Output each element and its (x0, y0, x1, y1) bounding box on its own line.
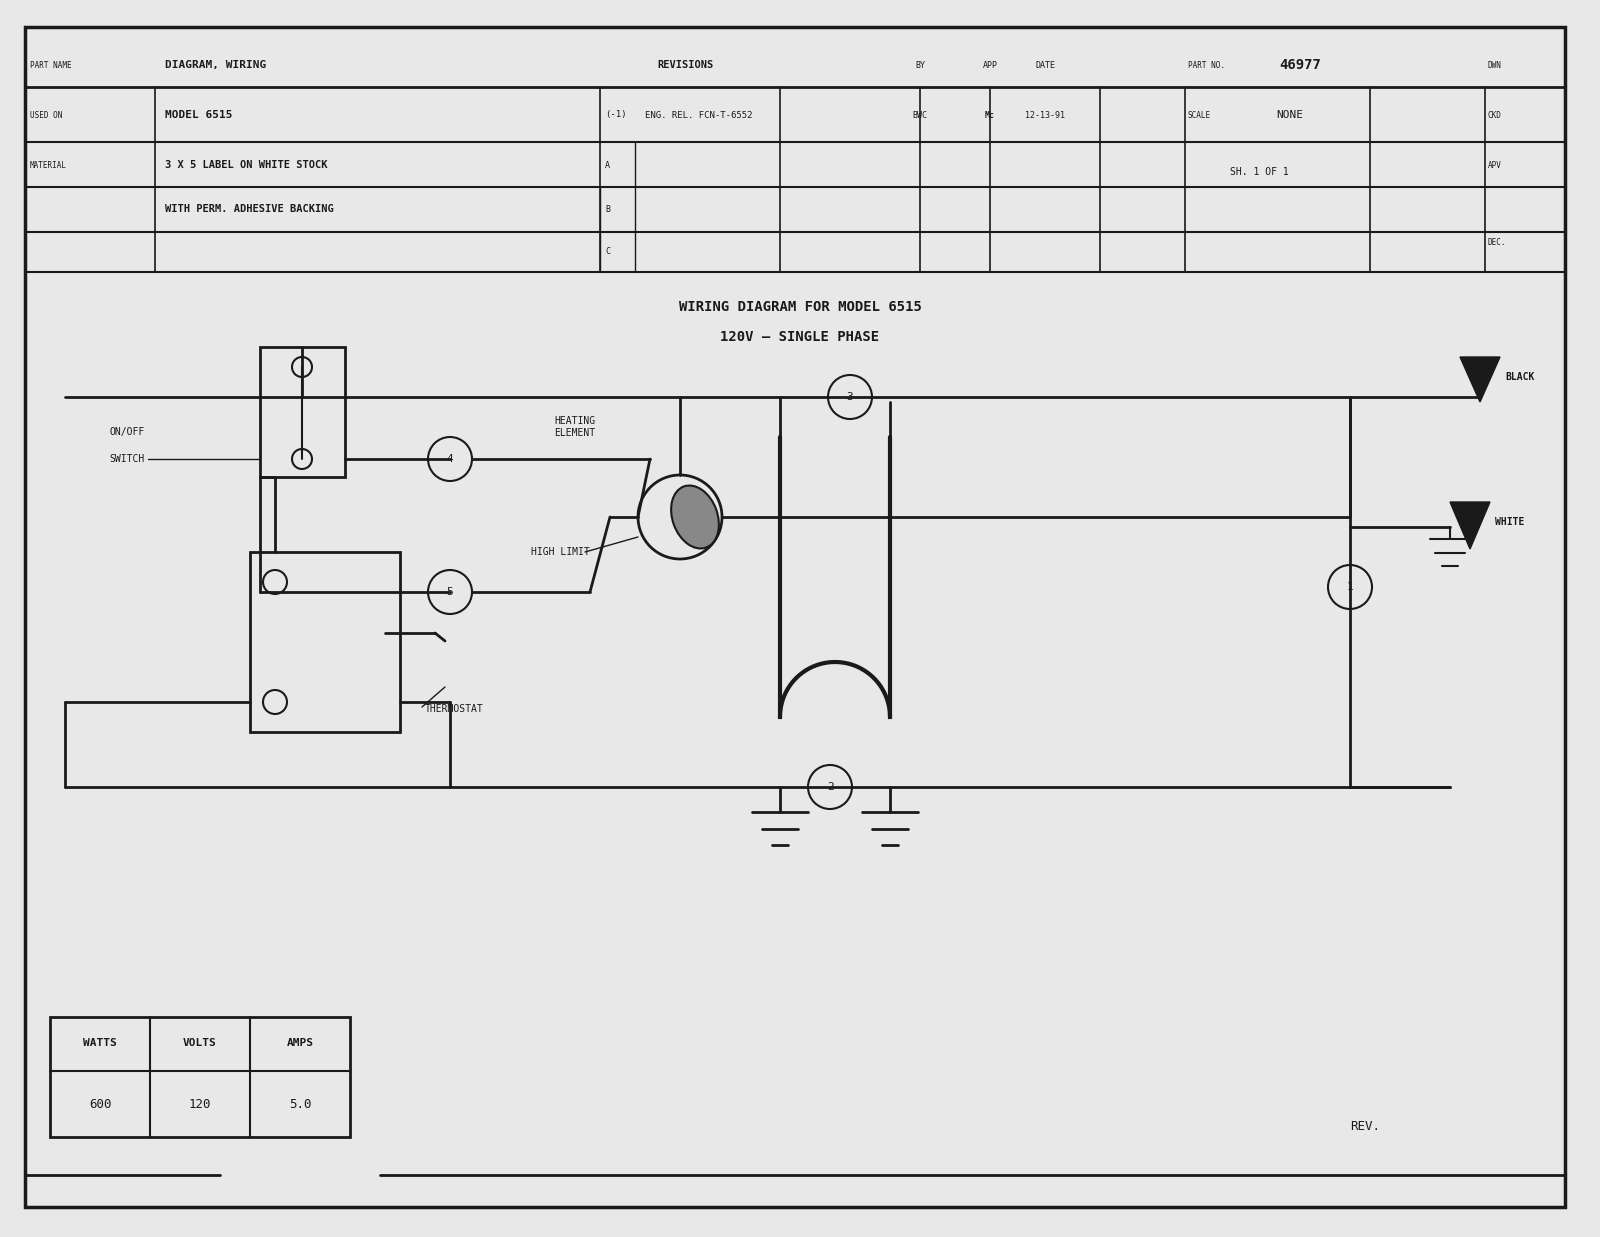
Text: AMPS: AMPS (286, 1038, 314, 1049)
Text: APV: APV (1488, 161, 1502, 169)
Text: B: B (605, 204, 610, 214)
Text: USED ON: USED ON (30, 110, 62, 120)
Circle shape (429, 570, 472, 614)
Text: PART NAME: PART NAME (30, 61, 72, 69)
Text: 120: 120 (189, 1098, 211, 1111)
Text: ON/OFF: ON/OFF (110, 427, 146, 437)
Circle shape (1328, 565, 1373, 609)
Text: WHITE: WHITE (1494, 517, 1525, 527)
Text: HIGH LIMIT: HIGH LIMIT (531, 547, 589, 557)
Ellipse shape (670, 485, 718, 548)
Text: DIAGRAM, WIRING: DIAGRAM, WIRING (165, 61, 266, 71)
Bar (250, 552, 400, 732)
Text: ENG. REL. FCN-T-6552: ENG. REL. FCN-T-6552 (645, 110, 752, 120)
Text: 4: 4 (446, 454, 453, 464)
Text: (-1): (-1) (605, 110, 627, 120)
Text: SWITCH: SWITCH (110, 454, 146, 464)
Text: 1: 1 (1347, 581, 1354, 593)
Text: A: A (605, 161, 610, 169)
Text: 46977: 46977 (1278, 58, 1322, 72)
Text: 2: 2 (827, 782, 834, 792)
Text: 120V – SINGLE PHASE: 120V – SINGLE PHASE (720, 330, 880, 344)
Text: 5: 5 (446, 588, 453, 597)
Text: CKD: CKD (1488, 110, 1502, 120)
Bar (259, 348, 346, 477)
Text: BLACK: BLACK (1506, 372, 1534, 382)
Text: MODEL 6515: MODEL 6515 (165, 110, 232, 120)
Text: BWC: BWC (912, 110, 928, 120)
Text: WITH PERM. ADHESIVE BACKING: WITH PERM. ADHESIVE BACKING (165, 204, 334, 214)
Text: VOLTS: VOLTS (182, 1038, 218, 1049)
Text: REVISIONS: REVISIONS (658, 61, 714, 71)
Text: WIRING DIAGRAM FOR MODEL 6515: WIRING DIAGRAM FOR MODEL 6515 (678, 301, 922, 314)
Text: DWN: DWN (1488, 61, 1502, 69)
Text: APP: APP (982, 61, 997, 69)
Text: SCALE: SCALE (1187, 110, 1211, 120)
Text: C: C (605, 247, 610, 256)
Text: DEC.: DEC. (1488, 238, 1507, 246)
Circle shape (638, 475, 722, 559)
Text: SH. 1 OF 1: SH. 1 OF 1 (1230, 167, 1288, 177)
Text: THERMOSTAT: THERMOSTAT (426, 704, 483, 714)
Bar (50, 1017, 350, 1137)
Text: PART NO.: PART NO. (1187, 61, 1226, 69)
Text: BY: BY (915, 61, 925, 69)
Text: 3 X 5 LABEL ON WHITE STOCK: 3 X 5 LABEL ON WHITE STOCK (165, 160, 328, 169)
Text: 3: 3 (846, 392, 853, 402)
Text: 600: 600 (88, 1098, 112, 1111)
Text: NONE: NONE (1277, 110, 1304, 120)
Polygon shape (1450, 502, 1490, 549)
Circle shape (429, 437, 472, 481)
Text: HEATING
ELEMENT: HEATING ELEMENT (555, 416, 595, 438)
Text: DATE: DATE (1035, 61, 1054, 69)
Circle shape (829, 375, 872, 419)
Text: MATERIAL: MATERIAL (30, 161, 67, 169)
Text: Mc: Mc (986, 110, 995, 120)
Polygon shape (1459, 357, 1501, 402)
Circle shape (808, 764, 853, 809)
Text: REV.: REV. (1350, 1121, 1379, 1133)
Text: WATTS: WATTS (83, 1038, 117, 1049)
Text: 12-13-91: 12-13-91 (1026, 110, 1066, 120)
Text: 5.0: 5.0 (288, 1098, 312, 1111)
